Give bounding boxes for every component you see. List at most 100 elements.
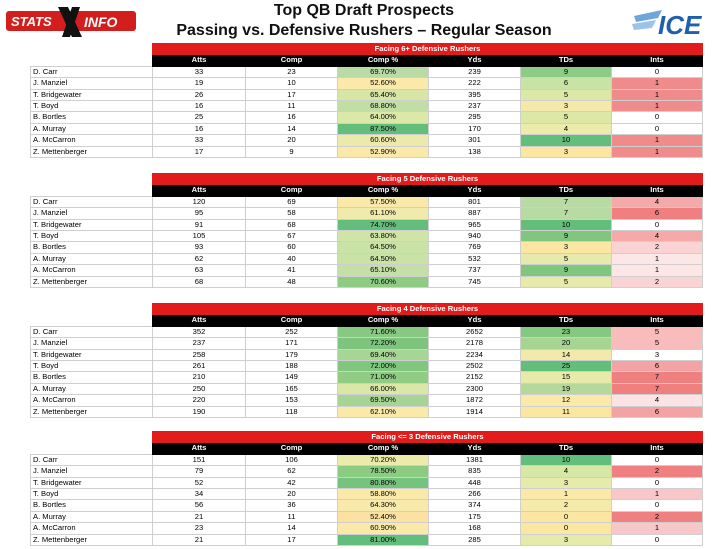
comp-cell: 17 [245, 533, 338, 547]
comp-cell: 106 [245, 453, 338, 467]
section-6plus-rushers: Facing 6+ Defensive Rushers Atts Comp Co… [30, 42, 704, 159]
comp-cell: 42 [245, 476, 338, 490]
atts-cell: 250 [152, 382, 246, 396]
yds-cell: 2152 [428, 371, 521, 384]
player-name-cell: D. Carr [30, 325, 153, 339]
yds-cell: 801 [428, 195, 521, 209]
yds-cell: 301 [428, 134, 521, 147]
comp-cell: 14 [245, 122, 338, 136]
yds-cell: 374 [428, 499, 521, 512]
yds-cell: 965 [428, 218, 521, 232]
stats-table: Facing 6+ Defensive Rushers Atts Comp Co… [30, 42, 704, 159]
comp-pct-cell: 87.50% [337, 122, 429, 136]
atts-cell: 16 [152, 122, 246, 136]
section-3-or-fewer-rushers: Facing <= 3 Defensive Rushers Atts Comp … [30, 430, 704, 547]
player-name-cell: D. Carr [30, 65, 153, 79]
section-title-bar: Facing 4 Defensive Rushers [30, 302, 704, 316]
col-comp-pct: Comp % [337, 442, 429, 455]
comp-pct-cell: 80.80% [337, 476, 429, 490]
player-name-cell: T. Boyd [30, 488, 153, 501]
player-name-cell: Z. Mettenberger [30, 145, 153, 159]
yds-cell: 2652 [428, 325, 521, 339]
player-name-cell: Z. Mettenberger [30, 405, 153, 419]
tds-cell: 3 [520, 145, 612, 159]
section-title: Facing 5 Defensive Rushers [151, 172, 704, 186]
col-comp: Comp [245, 54, 338, 67]
stats-table: Facing <= 3 Defensive Rushers Atts Comp … [30, 430, 704, 547]
atts-cell: 190 [152, 405, 246, 419]
col-ints: Ints [610, 314, 704, 327]
yds-cell: 448 [428, 476, 521, 490]
comp-pct-cell: 74.70% [337, 218, 429, 232]
ints-cell: 1 [610, 522, 704, 535]
comp-cell: 36 [245, 499, 338, 512]
ints-cell: 5 [610, 325, 704, 339]
col-yds: Yds [428, 184, 521, 197]
comp-pct-cell: 71.00% [337, 371, 429, 384]
comp-cell: 69 [245, 195, 338, 209]
comp-pct-cell: 65.10% [337, 264, 429, 277]
column-headers: Atts Comp Comp % Yds TDs Ints [30, 442, 704, 455]
column-headers: Atts Comp Comp % Yds TDs Ints [30, 54, 704, 67]
table-row: J. Manziel 19 10 52.60% 222 6 1 [30, 77, 704, 90]
table-row: T. Boyd 34 20 58.80% 266 1 1 [30, 488, 704, 501]
col-atts: Atts [152, 184, 246, 197]
table-row: D. Carr 120 69 57.50% 801 7 4 [30, 195, 704, 209]
comp-pct-cell: 71.60% [337, 325, 429, 339]
player-name-cell: B. Bortles [30, 499, 153, 512]
tds-cell: 7 [520, 207, 612, 220]
yds-cell: 170 [428, 122, 521, 136]
section-title: Facing 4 Defensive Rushers [151, 302, 704, 316]
atts-cell: 120 [152, 195, 246, 209]
atts-cell: 63 [152, 264, 246, 277]
comp-pct-cell: 69.50% [337, 394, 429, 407]
stats-info-logo: STATS INFO [6, 7, 136, 37]
ints-cell: 0 [610, 499, 704, 512]
comp-cell: 16 [245, 111, 338, 124]
comp-cell: 14 [245, 522, 338, 535]
tds-cell: 9 [520, 230, 612, 243]
section-4-rushers: Facing 4 Defensive Rushers Atts Comp Com… [30, 302, 704, 419]
table-row: T. Boyd 16 11 68.80% 237 3 1 [30, 100, 704, 113]
comp-cell: 149 [245, 371, 338, 384]
player-name-cell: A. Murray [30, 252, 153, 266]
ints-cell: 0 [610, 533, 704, 547]
ints-cell: 2 [610, 241, 704, 254]
comp-cell: 67 [245, 230, 338, 243]
col-tds: TDs [520, 314, 612, 327]
ints-cell: 1 [610, 488, 704, 501]
comp-cell: 9 [245, 145, 338, 159]
yds-cell: 2300 [428, 382, 521, 396]
title-line-1: Top QB Draft Prospects [273, 2, 455, 19]
col-atts: Atts [152, 442, 246, 455]
comp-cell: 11 [245, 100, 338, 113]
tds-cell: 10 [520, 218, 612, 232]
col-comp: Comp [245, 442, 338, 455]
player-name-cell: A. Murray [30, 122, 153, 136]
atts-cell: 91 [152, 218, 246, 232]
table-row: T. Bridgewater 26 17 65.40% 395 5 1 [30, 88, 704, 102]
col-yds: Yds [428, 314, 521, 327]
col-comp: Comp [245, 314, 338, 327]
ints-cell: 0 [610, 122, 704, 136]
table-row: Z. Mettenberger 21 17 81.00% 285 3 0 [30, 533, 704, 547]
comp-pct-cell: 63.80% [337, 230, 429, 243]
yds-cell: 239 [428, 65, 521, 79]
section-title: Facing 6+ Defensive Rushers [151, 42, 704, 56]
comp-cell: 23 [245, 65, 338, 79]
ints-cell: 5 [610, 337, 704, 350]
comp-pct-cell: 64.50% [337, 241, 429, 254]
ints-cell: 0 [610, 453, 704, 467]
comp-pct-cell: 60.60% [337, 134, 429, 147]
comp-cell: 20 [245, 488, 338, 501]
section-title: Facing <= 3 Defensive Rushers [151, 430, 704, 444]
comp-pct-cell: 52.40% [337, 510, 429, 524]
yds-cell: 940 [428, 230, 521, 243]
ints-cell: 2 [610, 465, 704, 478]
comp-cell: 41 [245, 264, 338, 277]
comp-cell: 60 [245, 241, 338, 254]
ints-cell: 0 [610, 111, 704, 124]
player-name-cell: J. Manziel [30, 77, 153, 90]
atts-cell: 34 [152, 488, 246, 501]
comp-pct-cell: 69.40% [337, 348, 429, 362]
